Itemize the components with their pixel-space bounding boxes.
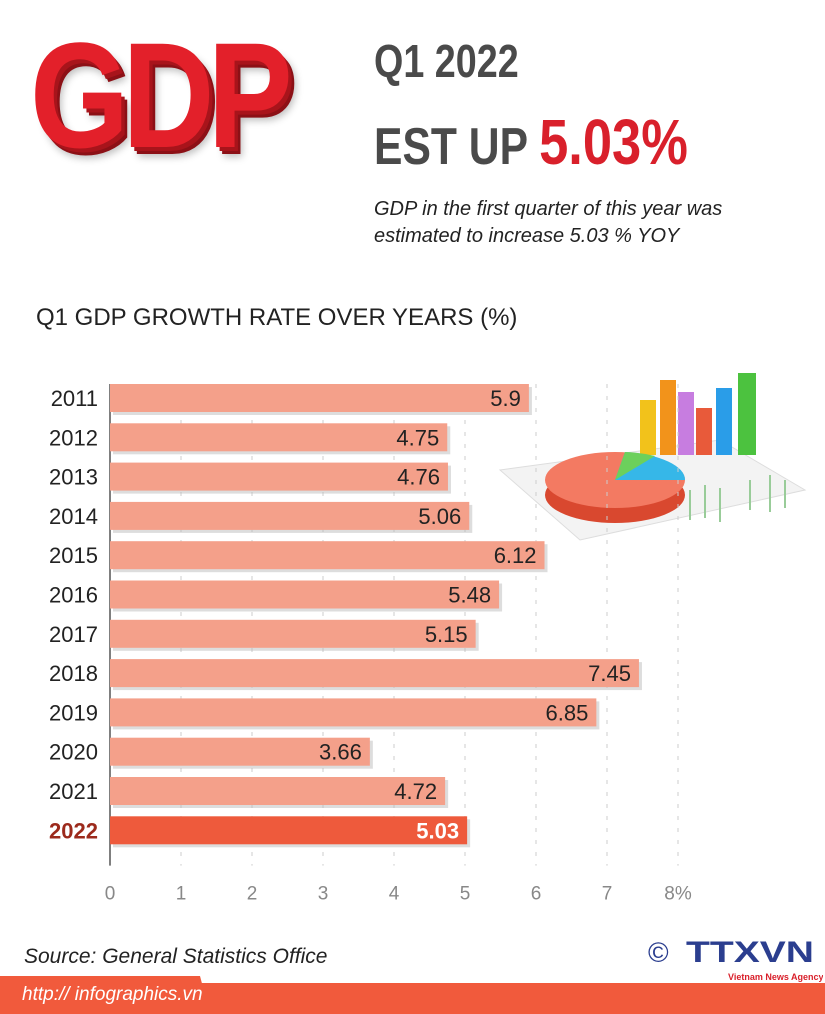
data-label: 4.75 xyxy=(396,425,439,450)
agency-name: Vietnam News Agency xyxy=(728,972,823,982)
y-tick-label: 2020 xyxy=(49,740,98,765)
y-tick-label: 2013 xyxy=(49,465,98,490)
y-tick-label: 2011 xyxy=(51,386,98,411)
x-tick-label: 0 xyxy=(105,884,116,905)
footer-tab xyxy=(0,976,210,1014)
x-tick-label: 2 xyxy=(247,884,258,905)
agency-logo-text: TTXVN xyxy=(686,936,814,969)
data-label: 7.45 xyxy=(588,661,631,686)
gdp-logo: GDP xyxy=(30,11,293,179)
source-note: Source: General Statistics Office xyxy=(24,945,328,968)
bar-2017 xyxy=(110,619,476,648)
bar-2011 xyxy=(110,384,529,412)
data-label: 6.85 xyxy=(546,700,589,725)
headline-value: 5.03% xyxy=(539,106,688,178)
chart-title: Q1 GDP GROWTH RATE OVER YEARS (%) xyxy=(36,304,518,331)
bar-2020 xyxy=(110,737,370,766)
website-link[interactable]: http:// infographics.vn xyxy=(22,984,203,1005)
x-tick-label: 7 xyxy=(602,884,613,905)
data-label: 5.48 xyxy=(448,583,491,608)
y-tick-label: 2014 xyxy=(49,504,98,529)
data-label: 5.06 xyxy=(418,504,461,529)
y-tick-label: 2019 xyxy=(49,700,98,725)
y-tick-label: 2017 xyxy=(49,622,98,647)
bar-2022 xyxy=(110,816,468,845)
data-label: 4.76 xyxy=(397,465,440,490)
bar-2012 xyxy=(110,423,448,452)
subtitle: GDP in the first quarter of this year wa… xyxy=(374,198,723,247)
bar-2013 xyxy=(110,462,448,491)
bar-2014 xyxy=(110,501,470,530)
bar-2019 xyxy=(110,698,597,727)
y-tick-label: 2016 xyxy=(49,583,98,608)
data-label: 5.15 xyxy=(425,622,468,647)
headline-period: Q1 2022 xyxy=(374,35,519,87)
bar-2015 xyxy=(110,541,545,570)
copyright-icon: © xyxy=(648,937,669,968)
headline-growth: EST UP 5.03% xyxy=(374,110,688,174)
x-tick-label: 5 xyxy=(460,884,471,905)
data-label: 5.03 xyxy=(416,818,459,843)
y-tick-label: 2015 xyxy=(49,543,98,568)
data-label: 5.9 xyxy=(490,386,521,411)
bar-chart: 0 1 2 3 4 5 6 7 8% 2011 5.9 2012 4.75 2013 4.76 2014 5.0… xyxy=(49,384,692,905)
x-tick-label: 4 xyxy=(389,884,400,905)
x-tick-label: 6 xyxy=(531,884,542,905)
x-tick-label: 3 xyxy=(318,884,329,905)
x-tick-label: 8% xyxy=(664,884,692,905)
y-tick-label: 2018 xyxy=(49,661,98,686)
headline-prefix: EST UP xyxy=(374,118,528,176)
bar-2021 xyxy=(110,777,446,805)
bar-2016 xyxy=(110,580,500,609)
data-label: 6.12 xyxy=(494,543,537,568)
data-label: 4.72 xyxy=(394,779,437,804)
y-tick-label: 2021 xyxy=(49,779,98,804)
ttxvn-logo: © TTXVN Vietnam News Agency xyxy=(648,936,823,982)
y-tick-label: 2012 xyxy=(49,425,98,450)
bar-2018 xyxy=(110,659,639,688)
y-tick-label: 2022 xyxy=(49,818,98,843)
x-tick-label: 1 xyxy=(176,884,187,905)
data-label: 3.66 xyxy=(319,740,362,765)
chart-illustration-icon xyxy=(498,373,807,541)
